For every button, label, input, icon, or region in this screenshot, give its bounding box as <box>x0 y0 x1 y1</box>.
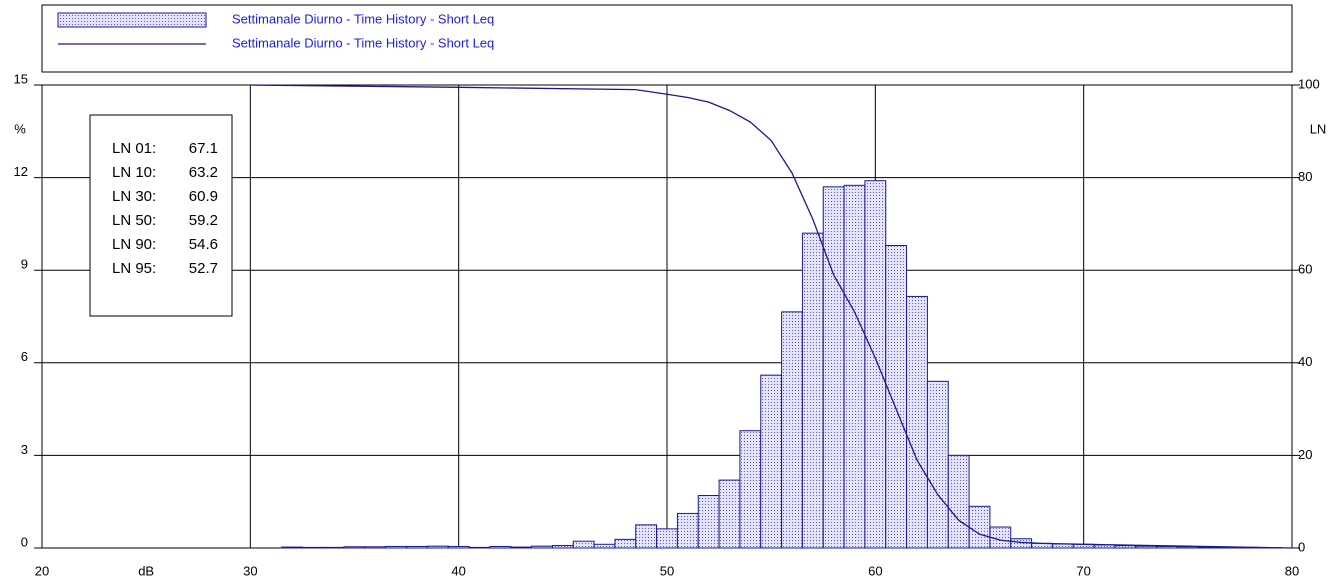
histogram-bar <box>718 479 741 549</box>
legend-label: Settimanale Diurno - Time History - Shor… <box>232 35 494 50</box>
histogram-bar <box>822 186 845 549</box>
y-tick-label: 9 <box>21 257 28 272</box>
histogram-bar <box>614 538 637 549</box>
histogram-bar <box>843 184 866 549</box>
annotation-value: 52.7 <box>189 260 218 277</box>
cumulative-line <box>250 84 1293 549</box>
histogram-bar <box>468 546 491 549</box>
annotation-label: LN 95: <box>112 260 156 277</box>
histogram-bar <box>385 545 408 549</box>
y-tick-label: 12 <box>14 164 28 179</box>
y2-axis-label: LN <box>1310 121 1327 136</box>
histogram-bar <box>947 454 970 549</box>
y2-tick-label: 40 <box>1298 354 1312 369</box>
annotation-label: LN 50: <box>112 212 156 229</box>
y-tick-label: 3 <box>21 442 28 457</box>
histogram-bar <box>531 545 553 549</box>
legend-box <box>41 4 1293 73</box>
x-tick-label: 70 <box>1076 563 1090 578</box>
y-tick-label: 0 <box>21 534 28 549</box>
y2-tick-label: 60 <box>1298 262 1312 277</box>
histogram-bar <box>864 180 887 549</box>
x-tick-label: 20 <box>35 563 49 578</box>
histogram-bar <box>656 528 678 549</box>
annotation-label: LN 10: <box>112 164 156 181</box>
histogram-bar <box>635 524 658 549</box>
y-tick-label: 6 <box>21 349 28 364</box>
histogram-bar <box>885 245 908 549</box>
histogram-bar <box>364 546 387 549</box>
histogram-bar <box>426 545 449 549</box>
annotation-value: 59.2 <box>189 212 218 229</box>
x-tick-label: 30 <box>243 563 257 578</box>
histogram-bar <box>1135 545 1158 549</box>
histogram-bar <box>781 311 803 549</box>
histogram-bar <box>301 546 324 549</box>
histogram-bar <box>489 545 512 549</box>
histogram-bar <box>572 540 595 549</box>
histogram-bar <box>406 545 428 549</box>
histogram-bar <box>1176 546 1199 549</box>
annotation-value: 60.9 <box>189 188 218 205</box>
y2-tick-label: 0 <box>1298 539 1305 554</box>
histogram-bar <box>760 374 783 549</box>
histogram-bar <box>906 295 928 549</box>
histogram-bar <box>697 495 720 549</box>
histogram-bar <box>926 380 949 549</box>
y2-tick-label: 20 <box>1298 447 1312 462</box>
y2-tick-label: 80 <box>1298 169 1312 184</box>
annotation-label: LN 30: <box>112 188 156 205</box>
histogram-bar <box>322 546 345 549</box>
annotation-value: 63.2 <box>189 164 218 181</box>
histogram-bar <box>801 232 824 549</box>
annotation-value: 54.6 <box>189 236 218 253</box>
y2-tick-label: 100 <box>1298 76 1320 91</box>
x-tick-label: 40 <box>451 563 465 578</box>
annotation-label: LN 01: <box>112 140 156 157</box>
histogram-bar <box>343 546 366 549</box>
histogram-bar <box>1156 545 1178 549</box>
legend-label: Settimanale Diurno - Time History - Shor… <box>232 11 494 26</box>
annotation-box <box>89 114 233 317</box>
x-tick-label: 50 <box>660 563 674 578</box>
x-axis-label: dB <box>138 563 154 578</box>
histogram-bar <box>739 430 762 549</box>
y-axis-label: % <box>14 121 26 136</box>
histogram-bar <box>968 505 991 549</box>
annotation-value: 67.1 <box>189 140 218 157</box>
x-tick-label: 80 <box>1285 563 1299 578</box>
histogram-bar <box>447 545 470 549</box>
histogram-bar <box>1114 545 1137 549</box>
histogram-bar <box>510 546 533 549</box>
legend-swatch <box>57 12 207 28</box>
histogram-bar <box>676 512 699 549</box>
histogram-bar <box>551 545 574 549</box>
annotation-label: LN 90: <box>112 236 156 253</box>
histogram-bar <box>593 543 616 549</box>
histogram-bar <box>281 546 303 549</box>
x-tick-label: 60 <box>868 563 882 578</box>
y-tick-label: 15 <box>14 71 28 86</box>
